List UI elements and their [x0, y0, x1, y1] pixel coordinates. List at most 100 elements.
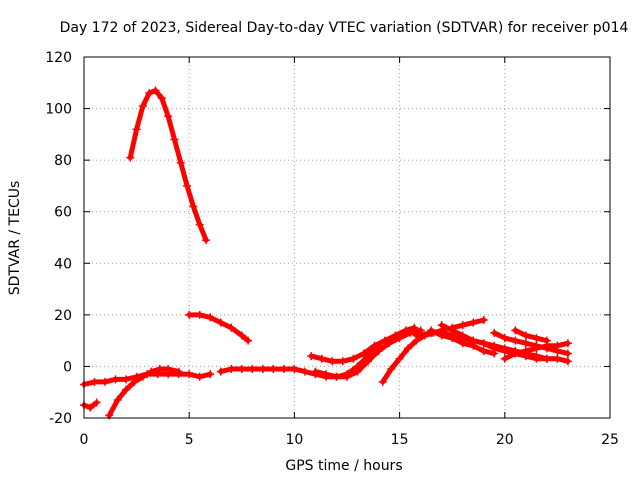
data-point — [332, 372, 341, 381]
data-point — [206, 370, 215, 379]
data-point — [553, 354, 562, 363]
data-point — [237, 331, 246, 340]
plot-frame — [83, 56, 611, 419]
data-point — [176, 158, 185, 167]
data-point — [437, 321, 446, 330]
data-point — [563, 349, 572, 358]
data-point — [563, 357, 572, 366]
data-point — [469, 336, 478, 345]
data-point — [317, 354, 326, 363]
x-tick-label: 10 — [285, 432, 303, 448]
data-point — [111, 375, 120, 384]
data-point — [427, 326, 436, 335]
data-point — [227, 323, 236, 332]
data-series-arc-2 — [185, 310, 253, 345]
data-point — [195, 310, 204, 319]
data-point — [164, 365, 173, 374]
data-point — [370, 341, 379, 350]
grid-lines — [84, 57, 610, 418]
data-point — [130, 377, 139, 386]
data-point — [469, 318, 478, 327]
x-tick-label: 5 — [185, 432, 194, 448]
tick-labels: 0 5 10 15 20 25 -20 0 20 40 60 80 100 120 — [45, 50, 619, 448]
data-point — [542, 354, 551, 363]
data-point — [86, 403, 95, 412]
data-point — [458, 331, 467, 340]
data-series-arc-11 — [427, 326, 499, 358]
data-point — [328, 357, 337, 366]
axis-ticks — [83, 56, 611, 419]
data-series — [80, 86, 572, 420]
data-point — [126, 153, 135, 162]
x-axis-label: GPS time / hours — [285, 458, 402, 474]
data-point — [387, 365, 396, 374]
y-tick-label: 0 — [63, 359, 72, 375]
data-series-arc-4 — [80, 398, 101, 412]
data-point — [113, 395, 122, 404]
data-point — [532, 344, 541, 353]
y-tick-label: -20 — [49, 411, 72, 427]
data-point — [195, 220, 204, 229]
data-point — [479, 339, 488, 348]
data-point — [122, 385, 131, 394]
data-point — [279, 365, 288, 374]
data-point — [248, 365, 257, 374]
data-point — [374, 346, 383, 355]
data-point — [448, 334, 457, 343]
data-point — [532, 334, 541, 343]
data-point — [237, 365, 246, 374]
data-point — [479, 316, 488, 325]
data-point — [395, 334, 404, 343]
data-point — [122, 375, 131, 384]
data-point — [183, 181, 192, 190]
data-point — [244, 336, 253, 345]
series-line — [218, 343, 382, 380]
data-point — [511, 326, 520, 335]
y-tick-label: 20 — [54, 308, 72, 324]
data-point — [290, 365, 299, 374]
data-point — [490, 344, 499, 353]
chart-title: Day 172 of 2023, Sidereal Day-to-day VTE… — [60, 20, 629, 36]
data-point — [542, 336, 551, 345]
x-tick-label: 25 — [601, 432, 619, 448]
data-point — [500, 354, 509, 363]
data-point — [258, 365, 267, 374]
data-point — [147, 367, 156, 376]
y-tick-label: 60 — [54, 205, 72, 221]
data-series-arc-9 — [378, 316, 488, 386]
data-point — [500, 346, 509, 355]
x-tick-label: 15 — [391, 432, 409, 448]
data-series-arc-1 — [126, 86, 211, 245]
data-point — [227, 365, 236, 374]
data-point — [157, 94, 166, 103]
data-point — [385, 339, 394, 348]
data-point — [448, 326, 457, 335]
data-point — [269, 365, 278, 374]
data-point — [353, 367, 362, 376]
data-point — [490, 328, 499, 337]
series-line — [186, 312, 251, 344]
data-point — [437, 331, 446, 340]
y-tick-label: 40 — [54, 256, 72, 272]
data-point — [364, 357, 373, 366]
data-point — [521, 346, 530, 355]
y-tick-label: 120 — [45, 50, 72, 66]
data-series-arc-8 — [311, 326, 425, 381]
data-point — [378, 377, 387, 386]
data-series-arc-15 — [511, 326, 551, 345]
data-point — [404, 344, 413, 353]
data-point — [458, 321, 467, 330]
data-point — [138, 372, 147, 381]
data-point — [321, 370, 330, 379]
data-point — [300, 367, 309, 376]
data-point — [174, 367, 183, 376]
data-point — [563, 339, 572, 348]
data-point — [189, 202, 198, 211]
data-point — [90, 377, 99, 386]
data-point — [101, 377, 110, 386]
data-point — [92, 398, 101, 407]
data-point — [511, 349, 520, 358]
data-point — [151, 86, 160, 95]
data-point — [195, 372, 204, 381]
